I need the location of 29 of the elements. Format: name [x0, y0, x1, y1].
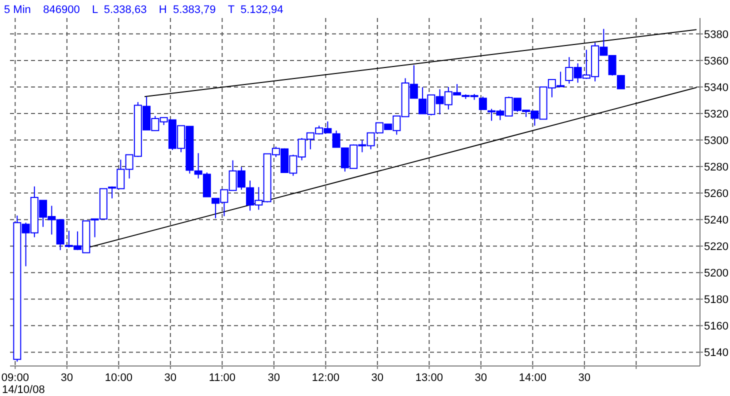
- y-tick-label: 5160: [704, 320, 728, 333]
- y-tick-label: 5380: [704, 28, 728, 41]
- text: 14/10/08: [2, 384, 45, 396]
- x-tick-label: 11:00: [208, 372, 236, 384]
- x-tick-label: 30: [371, 372, 384, 384]
- x-tick-label: 30: [474, 372, 488, 384]
- x-tick-label: 30: [268, 372, 280, 384]
- y-tick-label: 5320: [704, 108, 728, 120]
- x-tick-label: 30: [164, 372, 177, 384]
- y-tick-label: 5240: [704, 214, 728, 226]
- candlestick: [616, 74, 625, 90]
- candlestick: [478, 96, 487, 110]
- y-tick-label: 5140: [704, 347, 728, 360]
- x-tick-label: 10:00: [104, 372, 132, 384]
- y-tick-label: 5200: [704, 267, 728, 280]
- y-tick-label: 5300: [704, 134, 728, 147]
- y-tick-label: 5260: [704, 188, 728, 200]
- x-tick-label: 09:00: [1, 372, 29, 384]
- x-tick-label: 13:00: [415, 372, 443, 384]
- x-tick-label: 30: [578, 372, 591, 384]
- y-tick-label: 5180: [704, 294, 728, 306]
- chart-title: 5 Min 846900 L 5.338,63 H 5.383,79 T 5.132,94: [4, 4, 284, 16]
- y-tick-label: 5340: [704, 82, 728, 94]
- y-tick-label: 5360: [704, 55, 728, 68]
- x-tick-label: 14:00: [518, 372, 546, 384]
- x-tick-label: 12:00: [312, 372, 340, 384]
- y-tick-label: 5280: [704, 161, 728, 174]
- y-tick-label: 5220: [704, 240, 728, 253]
- x-tick-label: 30: [60, 372, 74, 384]
